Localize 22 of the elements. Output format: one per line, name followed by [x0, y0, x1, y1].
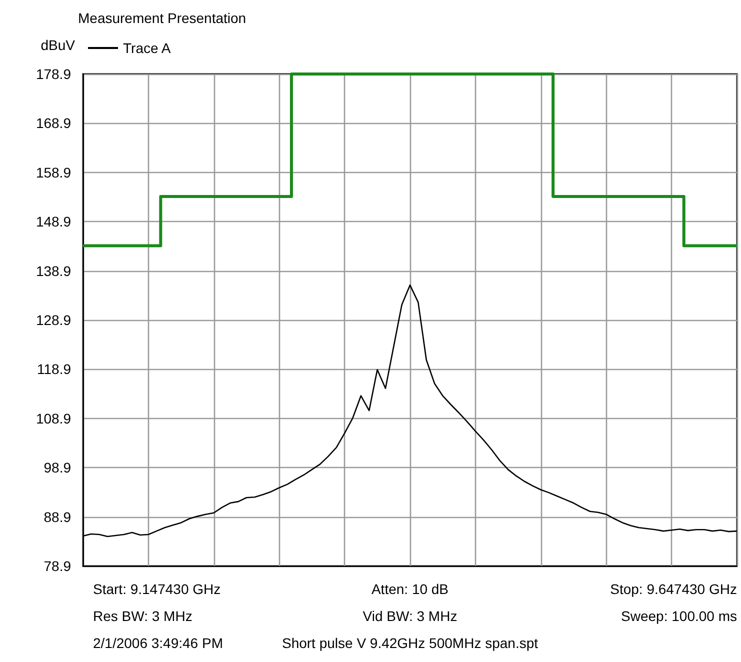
text: Vid BW: 3 MHz — [362, 608, 458, 624]
y-tick-label: 128.9 — [36, 312, 72, 328]
text: Start: 9.147430 GHz — [93, 581, 221, 597]
y-tick-label: 108.9 — [36, 410, 72, 426]
text: Stop: 9.647430 GHz — [610, 581, 737, 597]
text: Sweep: 100.00 ms — [621, 608, 737, 624]
text: 2/1/2006 3:49:46 PM — [93, 635, 223, 651]
text: Atten: 10 dB — [371, 581, 449, 597]
y-tick-label: 88.9 — [44, 508, 72, 525]
chart-title: Measurement Presentation — [78, 10, 246, 26]
y-tick-label: 158.9 — [36, 164, 72, 180]
y-tick-label: 118.9 — [37, 361, 72, 378]
y-tick-label: 168.9 — [36, 115, 72, 132]
y-tick-label: 98.9 — [44, 460, 72, 476]
y-tick-label: 138.9 — [36, 262, 72, 279]
y-tick-label: 78.9 — [44, 558, 72, 574]
legend-label: Trace A — [123, 40, 172, 56]
text: Short pulse V 9.42GHz 500MHz span.spt — [282, 635, 538, 651]
y-axis-title: dBuV — [40, 37, 76, 53]
text: Res BW: 3 MHz — [93, 608, 192, 624]
y-tick-label: 148.9 — [36, 214, 72, 230]
y-tick-label: 178.9 — [36, 66, 72, 82]
